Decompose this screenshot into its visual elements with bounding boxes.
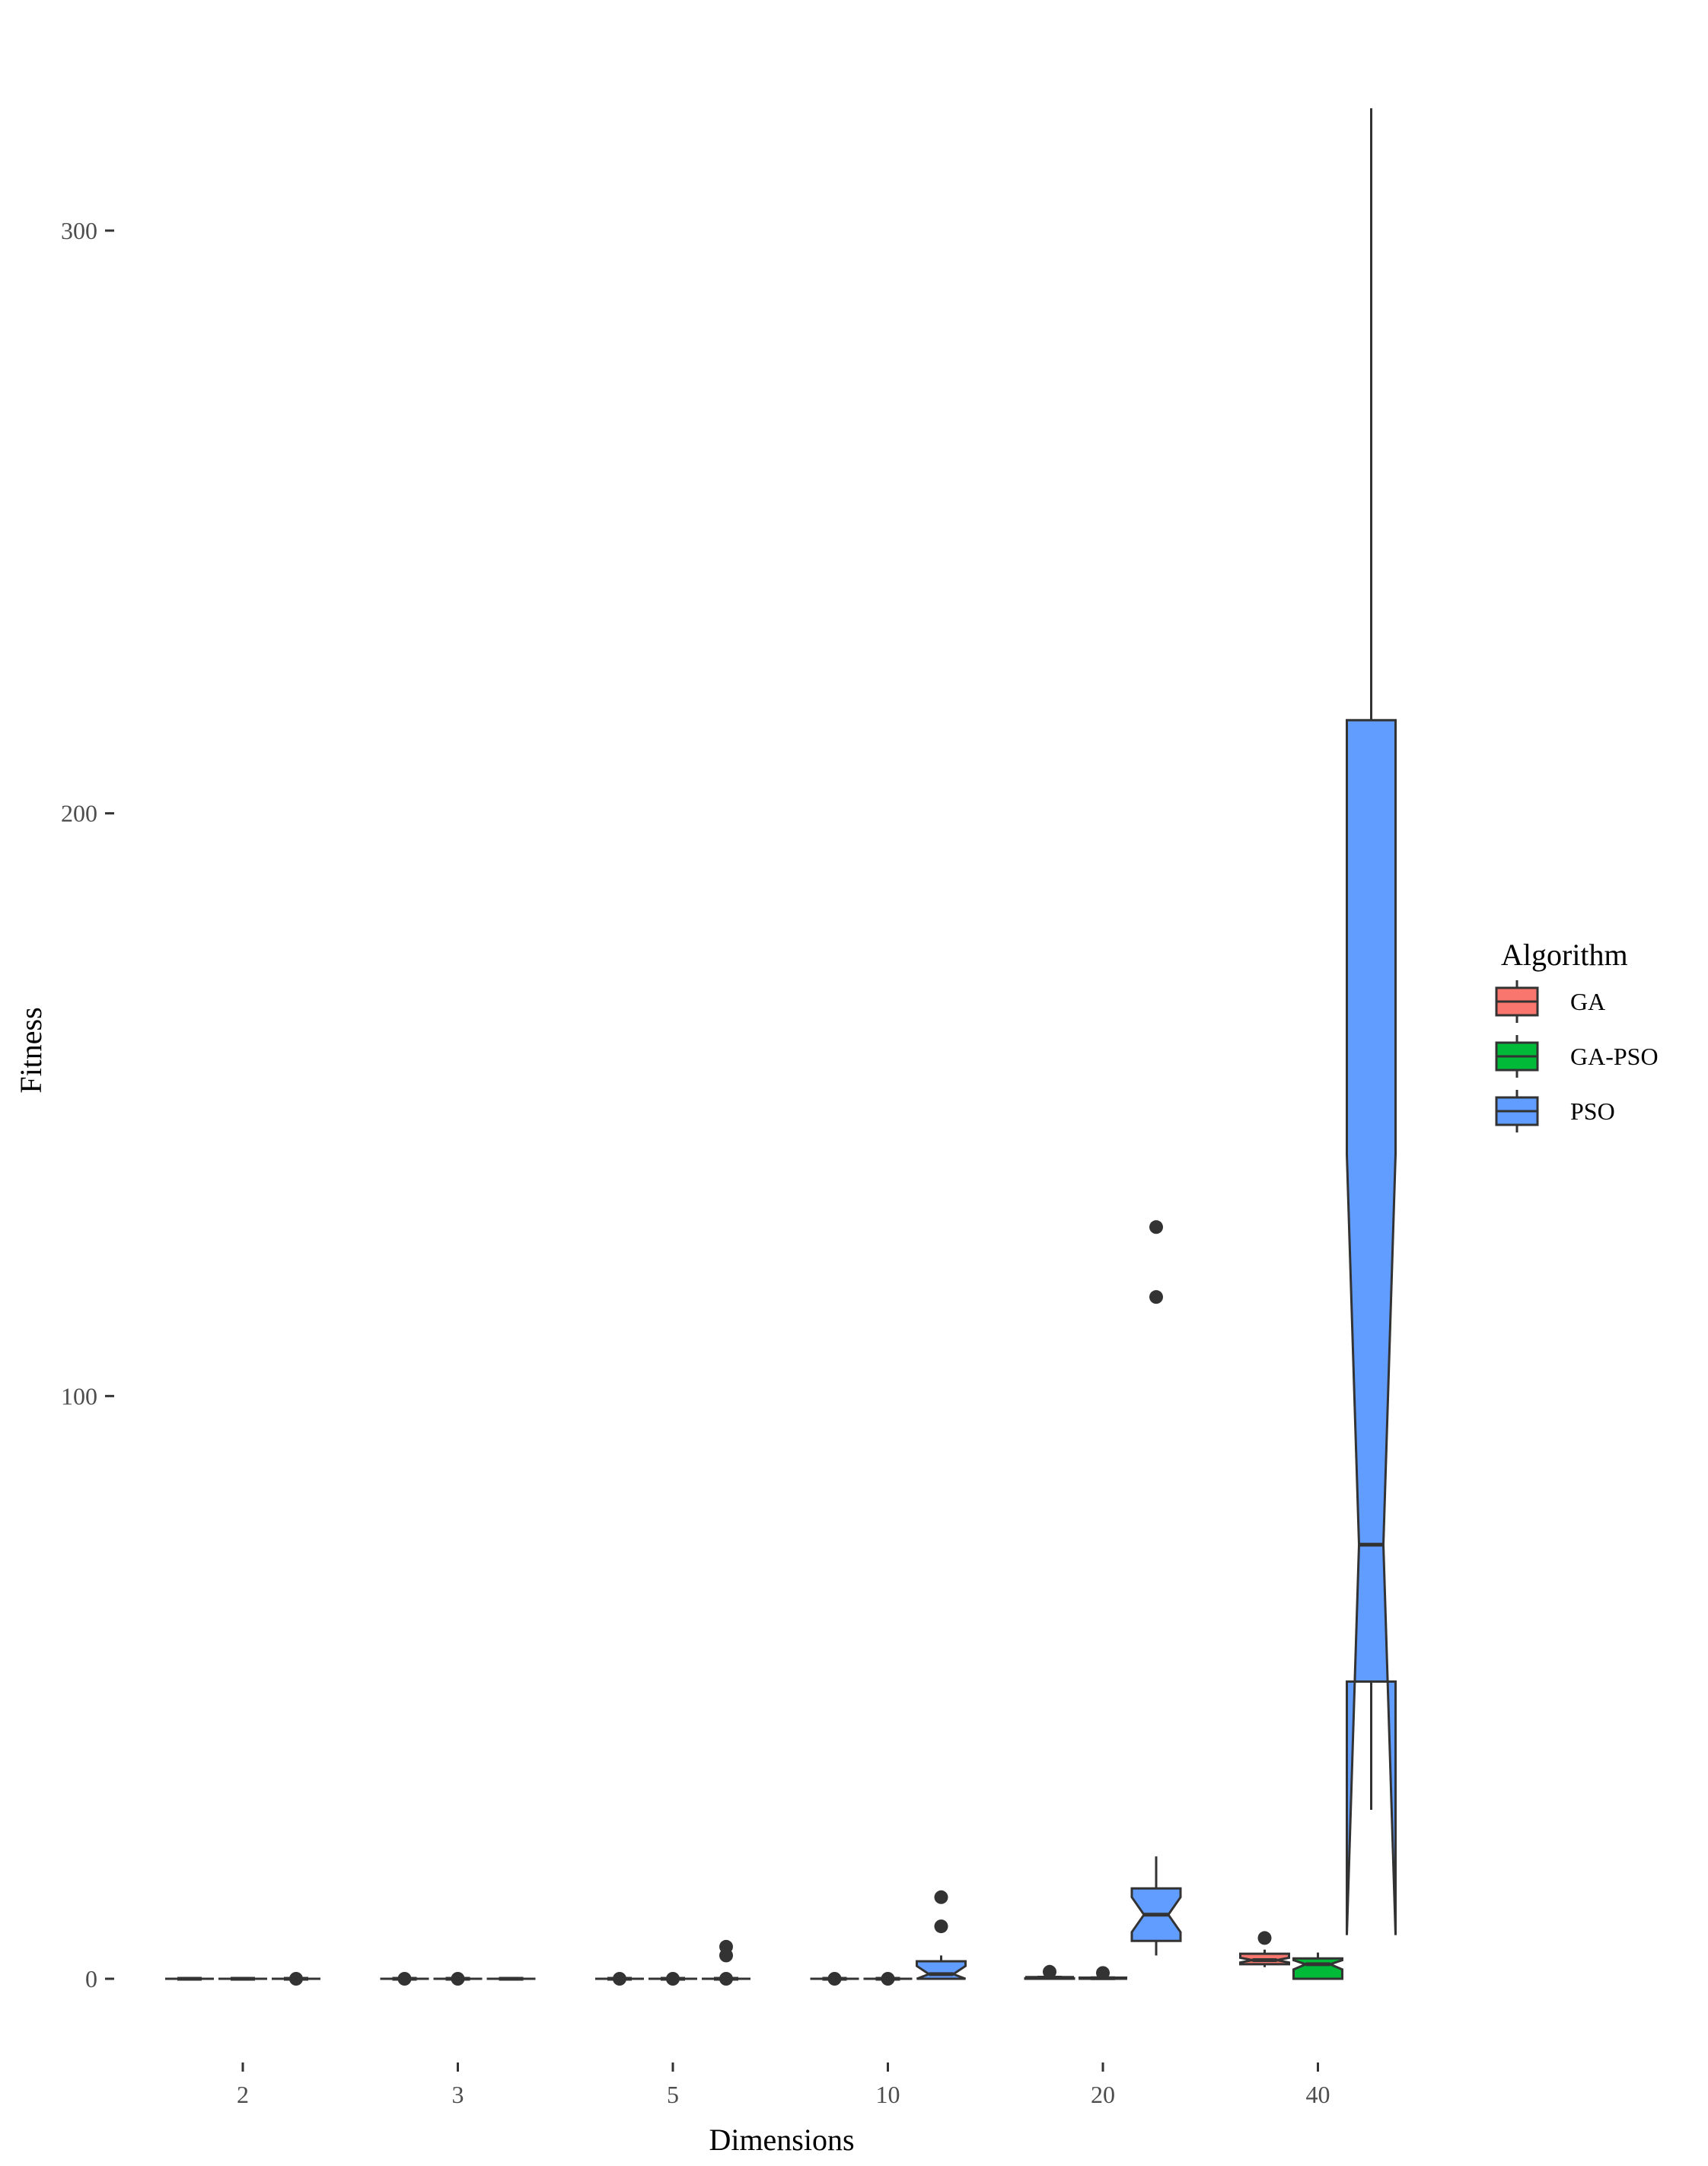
series-pso: [272, 108, 1397, 1986]
outlier-point: [397, 1972, 412, 1986]
box-ga-5: [595, 1972, 644, 1986]
x-tick-label: 2: [237, 2081, 249, 2108]
box-body: [1346, 718, 1397, 1935]
box-ga-20: [1024, 1964, 1075, 1980]
outlier-point: [613, 1972, 626, 1986]
outlier-point: [827, 1972, 842, 1986]
outlier-point: [666, 1972, 680, 1986]
series-ga: [165, 1931, 1290, 1986]
outlier-point: [881, 1972, 895, 1986]
y-tick-label: 100: [61, 1382, 97, 1409]
outlier-point: [1149, 1290, 1163, 1304]
x-tick-label: 40: [1306, 2081, 1330, 2108]
box-body: [1292, 1957, 1343, 1980]
outlier-point: [451, 1972, 465, 1986]
y-tick-label: 300: [61, 217, 97, 244]
box-ga-3: [380, 1972, 429, 1986]
axes: 0 100 200 300 2 3 5 10 20 40: [61, 217, 1330, 2108]
outlier-point: [934, 1919, 948, 1934]
box-ga-pso-5: [648, 1972, 697, 1986]
y-tick-label: 0: [85, 1965, 97, 1992]
legend-label: PSO: [1570, 1097, 1615, 1125]
outlier-point: [1257, 1931, 1272, 1945]
box-pso-40: [1346, 108, 1397, 1935]
outlier-point: [934, 1890, 948, 1904]
legend-item-ga: GA: [1495, 980, 1605, 1023]
outlier-point: [719, 1939, 733, 1954]
box-ga-pso-40: [1292, 1952, 1343, 1980]
x-tick-label: 20: [1091, 2081, 1115, 2108]
box-pso-5: [702, 1939, 750, 1986]
outlier-point: [1096, 1966, 1110, 1980]
box-pso-10: [916, 1890, 967, 1980]
legend-label: GA: [1570, 988, 1605, 1015]
x-axis-title: Dimensions: [709, 2123, 854, 2157]
y-axis-title: Fitness: [14, 1007, 48, 1093]
box-ga-pso-3: [433, 1972, 483, 1986]
legend-title: Algorithm: [1501, 938, 1628, 972]
box-ga-10: [810, 1972, 859, 1986]
legend: Algorithm GA GA-PSO PSO: [1495, 938, 1659, 1132]
x-tick-label: 5: [667, 2081, 679, 2108]
x-tick-label: 3: [452, 2081, 464, 2108]
x-tick-label: 10: [876, 2081, 900, 2108]
box-ga-pso-20: [1078, 1966, 1128, 1980]
outlier-point: [719, 1972, 733, 1986]
series-ga-pso: [218, 1952, 1343, 1986]
plot-area: [165, 108, 1397, 1986]
outlier-point: [1043, 1964, 1056, 1979]
box-pso-2: [272, 1972, 320, 1986]
legend-label: GA-PSO: [1570, 1043, 1659, 1070]
legend-item-ga-pso: GA-PSO: [1495, 1035, 1659, 1078]
legend-item-pso: PSO: [1495, 1090, 1615, 1132]
outlier-point: [289, 1972, 303, 1986]
box-pso-20: [1130, 1220, 1182, 1956]
box-ga-pso-10: [863, 1972, 913, 1986]
y-tick-label: 200: [61, 800, 97, 827]
box-body: [916, 1960, 967, 1980]
outlier-point: [1149, 1220, 1163, 1234]
box-ga-40: [1239, 1931, 1290, 1967]
